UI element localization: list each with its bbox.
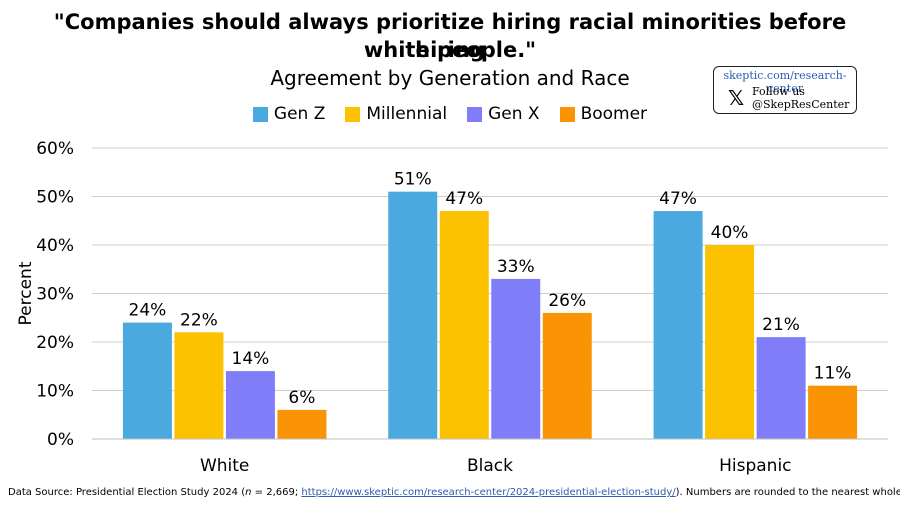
- footer-n: n: [245, 487, 252, 498]
- data-label: 40%: [711, 223, 749, 243]
- chart-title-line-1: "Companies should always prioritize hiri…: [53, 10, 847, 62]
- legend-swatch: [252, 106, 268, 122]
- bar: [653, 211, 703, 439]
- bar: [756, 337, 806, 439]
- legend-item-boomer: Boomer: [559, 104, 648, 124]
- bar: [491, 278, 541, 439]
- legend-label: Gen Z: [273, 104, 326, 124]
- bar: [225, 371, 275, 439]
- brand-url[interactable]: skeptic.com/research-center: [723, 69, 847, 95]
- data-label: 47%: [445, 189, 483, 209]
- x-logo-icon: 𝕏: [728, 86, 745, 110]
- y-tick-label: 10%: [36, 382, 74, 402]
- follow-text: Follow us: [752, 85, 805, 98]
- y-tick-label: 60%: [36, 139, 74, 159]
- legend-item-gen-z: Gen Z: [252, 104, 326, 124]
- data-label: 21%: [762, 315, 800, 335]
- footer-prefix: Data Source: Presidential Election Study…: [8, 487, 246, 498]
- x-tick-label: White: [200, 456, 249, 476]
- y-tick-label: 20%: [36, 333, 74, 353]
- brand-follow: Follow us @SkepResCenter: [752, 85, 849, 111]
- data-label: 11%: [814, 364, 852, 384]
- bar: [174, 332, 224, 439]
- y-tick-label: 30%: [36, 285, 74, 305]
- x-tick-label: Black: [467, 456, 513, 476]
- legend-swatch: [345, 106, 361, 122]
- legend-label: Gen X: [488, 104, 540, 124]
- legend-item-gen-x: Gen X: [467, 104, 540, 124]
- chart-title-line-2: white people.": [363, 38, 537, 62]
- legend-label: Boomer: [580, 104, 648, 124]
- data-label: 6%: [288, 388, 315, 408]
- data-label: 33%: [497, 257, 535, 277]
- brand-box[interactable]: skeptic.com/research-center 𝕏 Follow us …: [713, 66, 857, 114]
- data-source-footer: Data Source: Presidential Election Study…: [8, 487, 900, 498]
- y-tick-label: 40%: [36, 236, 74, 256]
- y-tick-label: 50%: [36, 188, 74, 208]
- footer-link[interactable]: https://www.skeptic.com/research-center/…: [301, 487, 676, 498]
- footer-n-value: = 2,669;: [251, 487, 302, 498]
- y-tick-label: 0%: [47, 430, 74, 450]
- data-label: 47%: [659, 189, 697, 209]
- data-label: 26%: [548, 291, 586, 311]
- x-tick-label: Hispanic: [719, 456, 791, 476]
- bar: [388, 191, 438, 439]
- legend: Gen Z Millennial Gen X Boomer: [0, 104, 900, 124]
- chart-subtitle: Agreement by Generation and Race: [270, 66, 630, 90]
- y-axis-label: Percent: [16, 261, 36, 325]
- footer-suffix: ). Numbers are rounded to the nearest wh…: [675, 487, 900, 498]
- legend-item-millennial: Millennial: [345, 104, 447, 124]
- data-label: 22%: [180, 310, 218, 330]
- legend-label: Millennial: [366, 104, 448, 124]
- bar: [542, 312, 592, 439]
- data-label: 14%: [232, 349, 270, 369]
- bar: [277, 409, 327, 439]
- data-label: 51%: [394, 170, 432, 190]
- bar: [439, 211, 489, 439]
- bar: [808, 385, 858, 439]
- handle-text: @SkepResCenter: [752, 98, 850, 111]
- bar: [122, 322, 172, 439]
- bar: [705, 245, 755, 439]
- legend-swatch: [559, 106, 575, 122]
- legend-swatch: [467, 106, 483, 122]
- data-label: 24%: [129, 301, 167, 321]
